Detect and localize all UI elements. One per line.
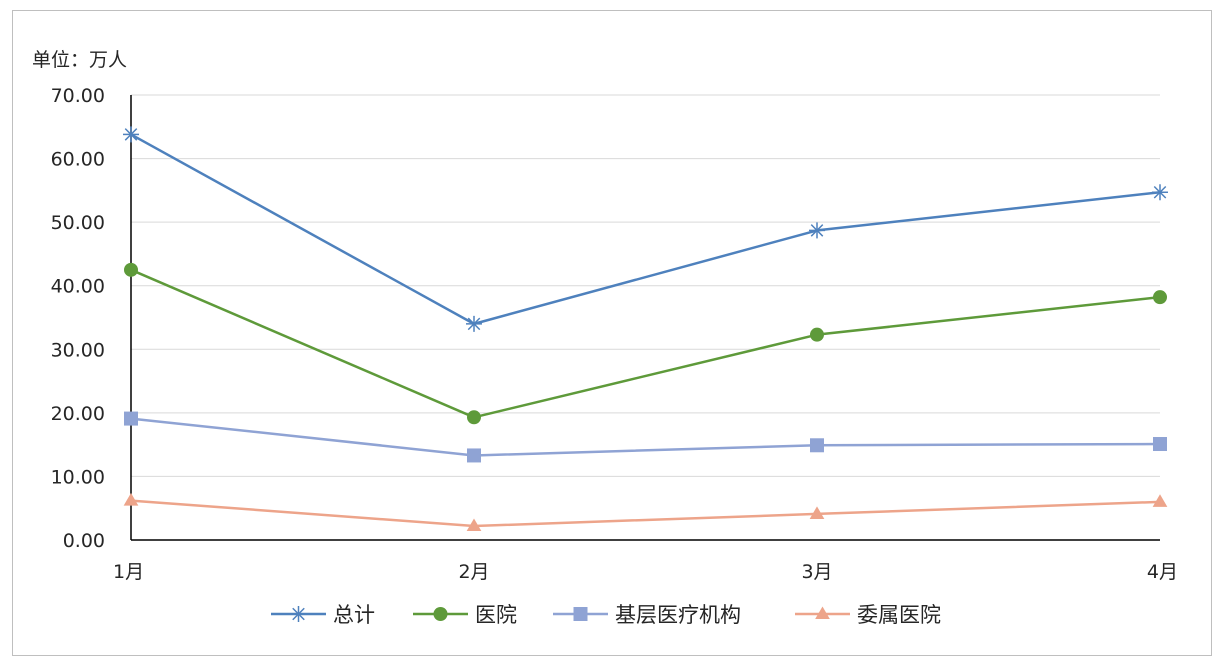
data-point-marker <box>467 410 481 425</box>
gridlines <box>131 94 1160 477</box>
y-tick-label: 0.00 <box>63 530 105 552</box>
data-point-marker <box>809 222 825 239</box>
y-tick-label: 60.00 <box>51 149 105 171</box>
star-stroke <box>467 317 481 331</box>
data-point-marker <box>815 606 830 620</box>
data-point-marker <box>433 607 448 621</box>
chart-frame <box>12 10 1212 656</box>
data-point-marker <box>809 506 825 519</box>
series-基层医疗机构 <box>124 411 1167 463</box>
x-tick-label: 1月 <box>113 561 144 583</box>
legend-item: 总计 <box>271 603 375 627</box>
data-point-marker <box>123 126 139 143</box>
data-point-marker <box>124 411 138 426</box>
series-line <box>130 268 1161 419</box>
legend-label: 基层医疗机构 <box>615 603 741 627</box>
legend-label: 医院 <box>475 603 517 627</box>
data-point-marker <box>1152 184 1168 201</box>
data-point-marker <box>810 438 824 453</box>
series-总计 <box>123 126 1168 332</box>
y-tick-label: 30.00 <box>51 339 105 361</box>
y-tick-label: 10.00 <box>51 466 105 488</box>
x-tick-label: 2月 <box>458 561 489 583</box>
data-point-marker <box>123 493 139 506</box>
axes: 0.00 10.00 20.00 30.00 40.00 50.00 60.00 70.00 1… <box>51 85 1178 583</box>
legend-item: 医院 <box>413 603 517 627</box>
data-point-marker <box>1153 437 1167 452</box>
series-lines <box>123 126 1168 532</box>
y-tick-label: 20.00 <box>51 403 105 425</box>
star-stroke <box>292 607 305 621</box>
data-point-marker <box>290 606 307 622</box>
legend-item: 基层医疗机构 <box>553 603 741 627</box>
legend: 总计 医院 基层医疗机构 委属医院 <box>271 603 941 627</box>
unit-label: 单位：万人 <box>32 49 127 71</box>
y-tick-label: 70.00 <box>51 85 105 107</box>
series-line <box>130 417 1161 457</box>
legend-label: 委属医院 <box>857 603 941 627</box>
data-point-marker <box>1152 494 1168 507</box>
data-point-marker <box>466 315 482 332</box>
y-tick-label: 40.00 <box>51 276 105 298</box>
x-tick-label: 4月 <box>1147 561 1178 583</box>
series-委属医院 <box>123 493 1168 532</box>
data-point-marker <box>466 518 482 532</box>
legend-item: 委属医院 <box>795 603 941 627</box>
data-point-marker <box>810 327 824 342</box>
data-point-marker <box>1153 290 1167 305</box>
data-point-marker <box>467 448 481 463</box>
data-point-marker <box>573 607 588 621</box>
series-line <box>130 133 1161 326</box>
series-医院 <box>124 262 1167 425</box>
x-tick-label: 3月 <box>801 561 832 583</box>
data-point-marker <box>124 262 138 277</box>
star-stroke <box>810 224 824 237</box>
star-stroke <box>124 128 138 141</box>
y-tick-label: 50.00 <box>51 212 105 234</box>
star-stroke <box>1153 185 1167 199</box>
series-line <box>130 499 1161 528</box>
legend-label: 总计 <box>333 603 375 627</box>
